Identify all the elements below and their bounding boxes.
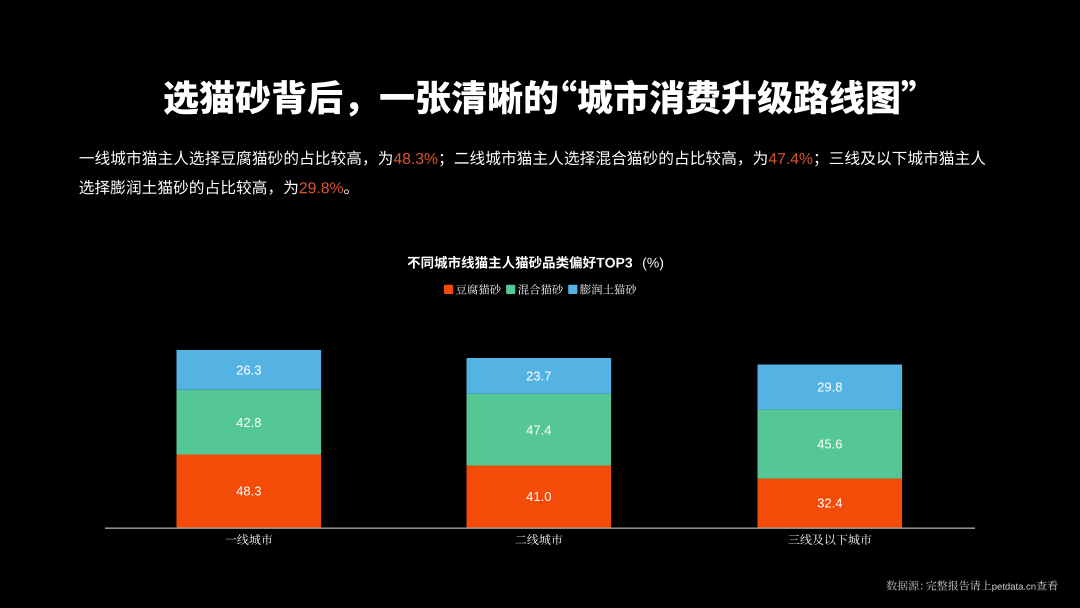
svg-text:41.0: 41.0	[526, 489, 551, 504]
svg-text:42.8: 42.8	[236, 415, 261, 430]
svg-text:45.6: 45.6	[817, 437, 842, 452]
svg-text:26.3: 26.3	[236, 363, 261, 378]
svg-text:29.8: 29.8	[817, 380, 842, 395]
svg-text:48.3: 48.3	[236, 484, 261, 499]
svg-text:23.7: 23.7	[526, 369, 551, 384]
svg-text:32.4: 32.4	[817, 496, 842, 511]
svg-text:47.4: 47.4	[526, 422, 551, 437]
